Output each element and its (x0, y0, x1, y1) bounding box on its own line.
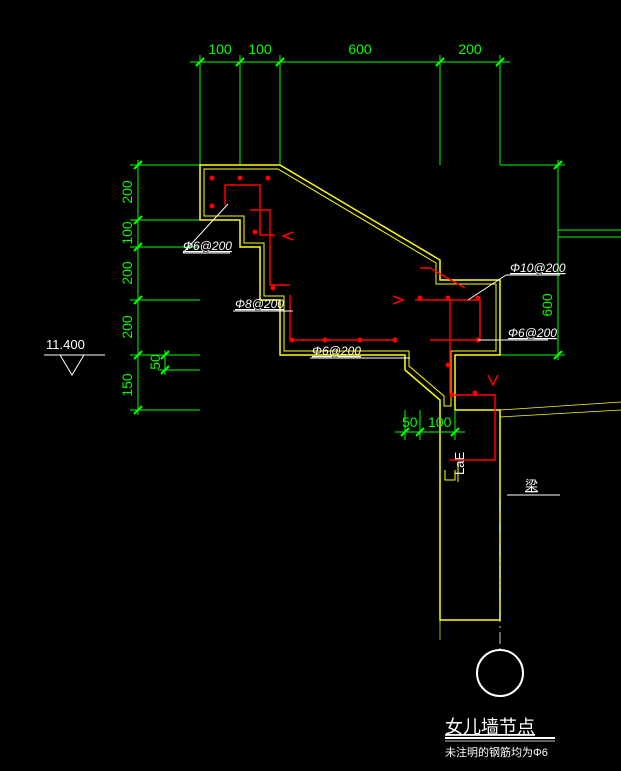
top-dimensions: 100 100 600 200 (190, 41, 510, 165)
beam-label: 梁 (507, 478, 560, 495)
dim-bottom-1: 100 (428, 414, 452, 430)
elevation-marker: 11.400 (44, 337, 105, 375)
beam-text: 梁 (525, 478, 538, 493)
title-text: 女儿墙节点 (445, 717, 535, 737)
grid-axis (477, 500, 523, 696)
elevation-text: 11.400 (46, 337, 85, 352)
dim-top-3: 200 (458, 41, 482, 57)
title-block: 女儿墙节点 未注明的钢筋均为Φ6 (445, 717, 555, 759)
label-l2: Φ8@200 (235, 297, 284, 311)
label-l3: Φ6@200 (312, 344, 361, 358)
dim-bottom-0: 50 (402, 414, 418, 430)
dim-top-0: 100 (208, 41, 232, 57)
label-l1: Φ6@200 (183, 239, 232, 253)
dim-left-3: 200 (119, 315, 135, 339)
subtitle-text: 未注明的钢筋均为Φ6 (445, 745, 548, 759)
cad-drawing: 100 100 600 200 200 100 200 200 50 150 (0, 0, 621, 771)
dim-top-1: 100 (248, 41, 272, 57)
dim-left-1: 100 (119, 221, 135, 245)
dim-right: 600 (539, 293, 555, 317)
parapet-outline (200, 165, 500, 620)
left-dimensions: 200 100 200 200 50 150 (119, 160, 200, 415)
label-l5: Φ6@200 (508, 326, 557, 340)
bottom-dimensions: 50 100 (395, 410, 465, 440)
label-l4: Φ10@200 (510, 261, 566, 275)
dim-top-2: 600 (348, 41, 372, 57)
dim-left-5: 150 (119, 373, 135, 397)
dim-left-4: 50 (147, 354, 163, 370)
dim-left-0: 200 (119, 180, 135, 204)
dim-left-2: 200 (119, 261, 135, 285)
lae-text: LaE (452, 452, 467, 475)
